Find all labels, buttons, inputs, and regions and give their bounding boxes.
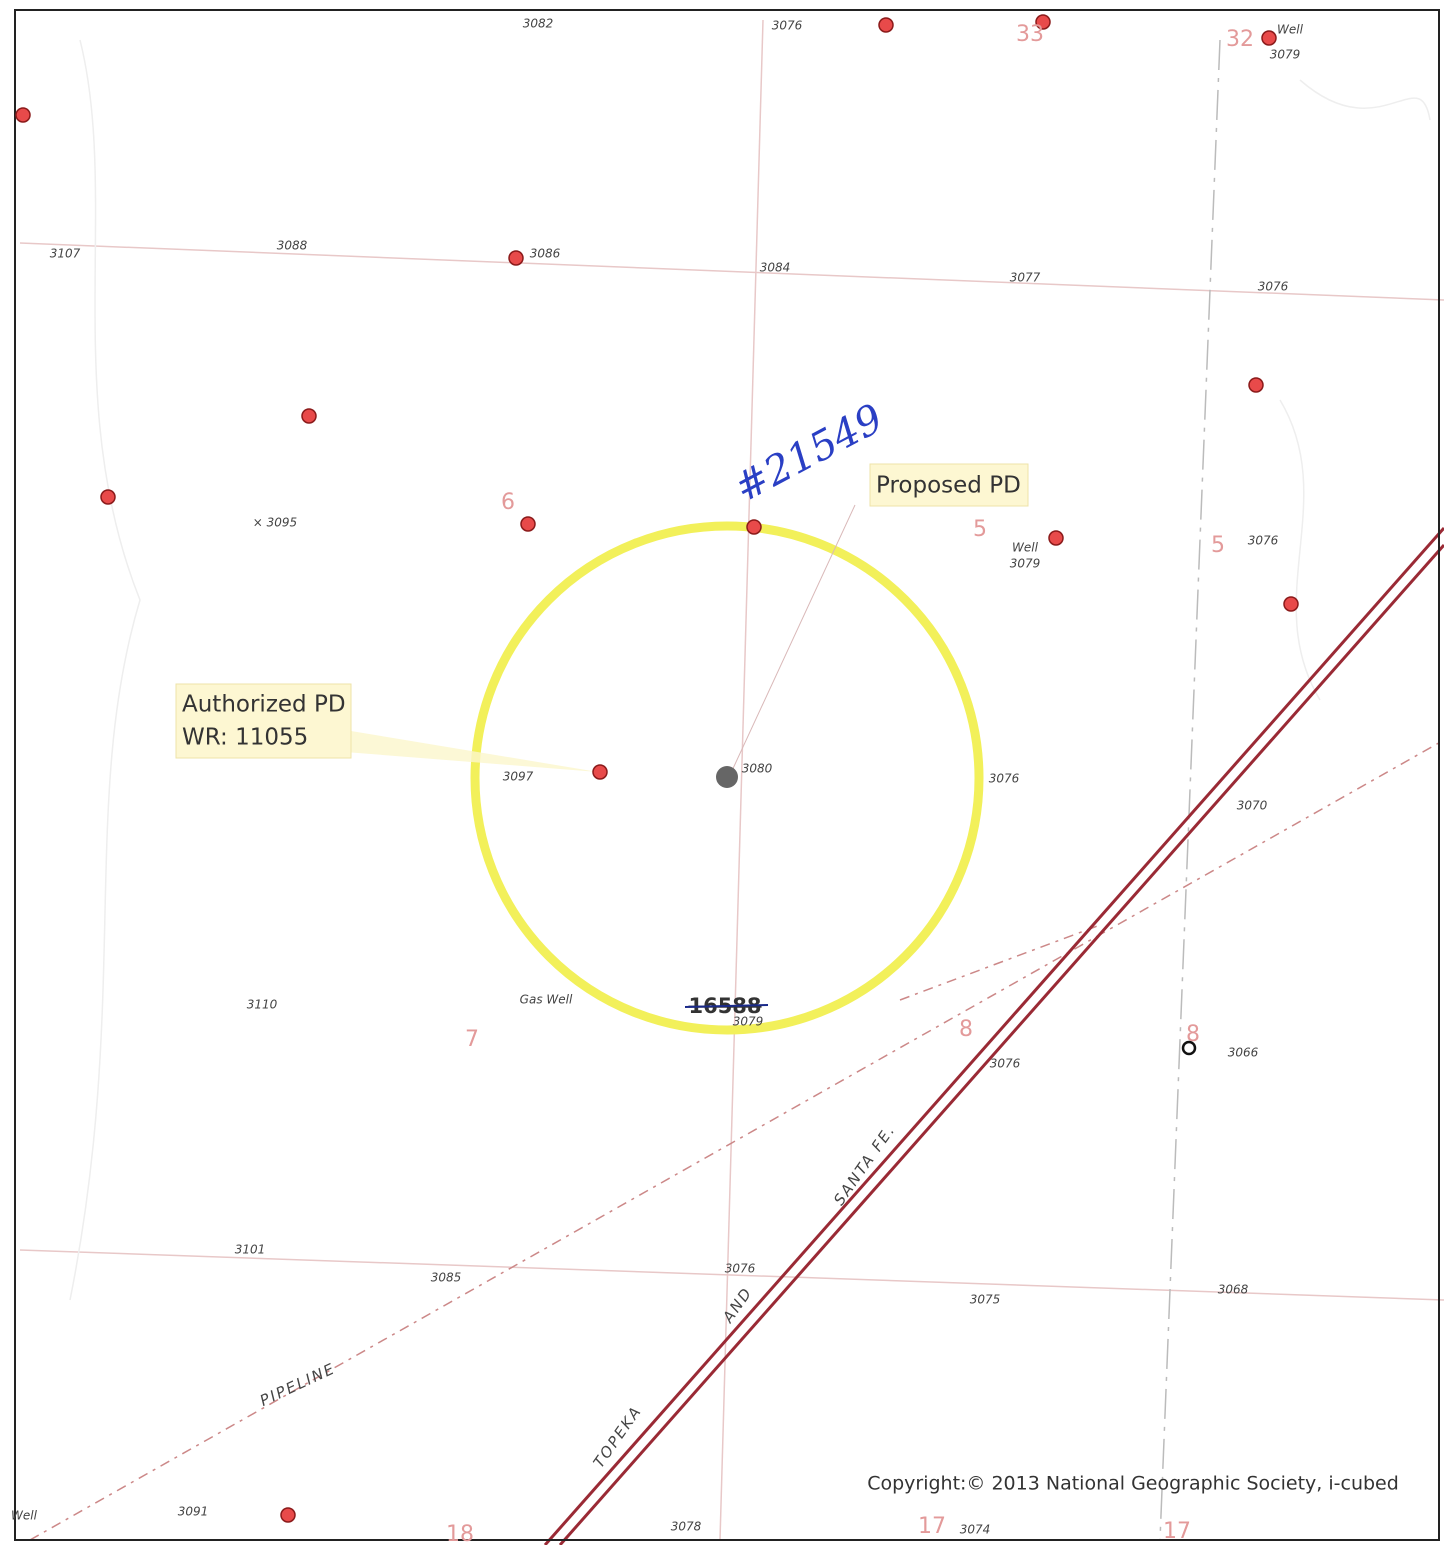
elevation-label: 3074 bbox=[960, 1523, 991, 1537]
elevation-label: 3076 bbox=[990, 1057, 1021, 1071]
elevation-label: 3091 bbox=[178, 1505, 209, 1519]
elevation-label: Gas Well bbox=[520, 993, 573, 1007]
copyright: Copyright:© 2013 National Geographic Soc… bbox=[867, 1473, 1399, 1495]
elevation-label: 3066 bbox=[1228, 1046, 1259, 1060]
elevation-label: 3101 bbox=[235, 1243, 266, 1257]
elevation-label: 3088 bbox=[277, 239, 308, 253]
elevation-label: 3076 bbox=[1248, 534, 1279, 548]
elevation-label: 3076 bbox=[989, 772, 1020, 786]
elevation-label: 3070 bbox=[1237, 799, 1268, 813]
elevation-label: 3068 bbox=[1218, 1283, 1249, 1297]
elevation-label: × 3095 bbox=[253, 516, 297, 530]
elevation-label: 3076 bbox=[772, 19, 803, 33]
elevation-label: 3075 bbox=[970, 1293, 1001, 1307]
elevation-label: 3097 bbox=[503, 770, 534, 784]
section-number: 33 bbox=[1016, 22, 1044, 47]
elevation-label: Well bbox=[1277, 23, 1304, 37]
section-number: 7 bbox=[465, 1027, 479, 1052]
elevation-label: 3079 bbox=[1010, 557, 1041, 571]
proposed-callout: Proposed PD bbox=[876, 473, 1021, 499]
section-number: 18 bbox=[446, 1522, 474, 1545]
elevation-label: 3077 bbox=[1010, 271, 1041, 285]
center-point bbox=[716, 766, 738, 788]
section-number: 6 bbox=[501, 490, 515, 515]
elevation-label: 3086 bbox=[530, 247, 561, 261]
section-number: 8 bbox=[959, 1017, 973, 1042]
elevation-label: Well bbox=[1012, 541, 1039, 555]
elevation-label: Well bbox=[11, 1509, 38, 1523]
elevation-label: 3076 bbox=[1258, 280, 1289, 294]
section-number: 32 bbox=[1226, 27, 1254, 52]
section-number: 5 bbox=[973, 517, 987, 542]
elevation-label: 3079 bbox=[1270, 48, 1301, 62]
section-number: 17 bbox=[918, 1514, 946, 1539]
elevation-label: 3076 bbox=[725, 1262, 756, 1276]
authorized-callout: WR: 11055 bbox=[182, 725, 308, 751]
elevation-label: 3080 bbox=[742, 762, 773, 776]
elevation-label: 3082 bbox=[523, 17, 554, 31]
map: 3082 3076 33 32 Well 3079 3107 3088 3086 3084 3077… bbox=[0, 0, 1444, 1545]
section-number: 5 bbox=[1211, 533, 1225, 558]
section-number: 8 bbox=[1186, 1022, 1200, 1047]
elevation-label: 3107 bbox=[50, 247, 81, 261]
elevation-label: 3085 bbox=[431, 1271, 462, 1285]
section-number: 17 bbox=[1163, 1519, 1191, 1544]
elevation-label: 3084 bbox=[760, 261, 791, 275]
elevation-label: 3078 bbox=[671, 1520, 702, 1534]
authorized-callout: Authorized PD bbox=[182, 692, 346, 718]
elevation-label: 3110 bbox=[247, 998, 278, 1012]
